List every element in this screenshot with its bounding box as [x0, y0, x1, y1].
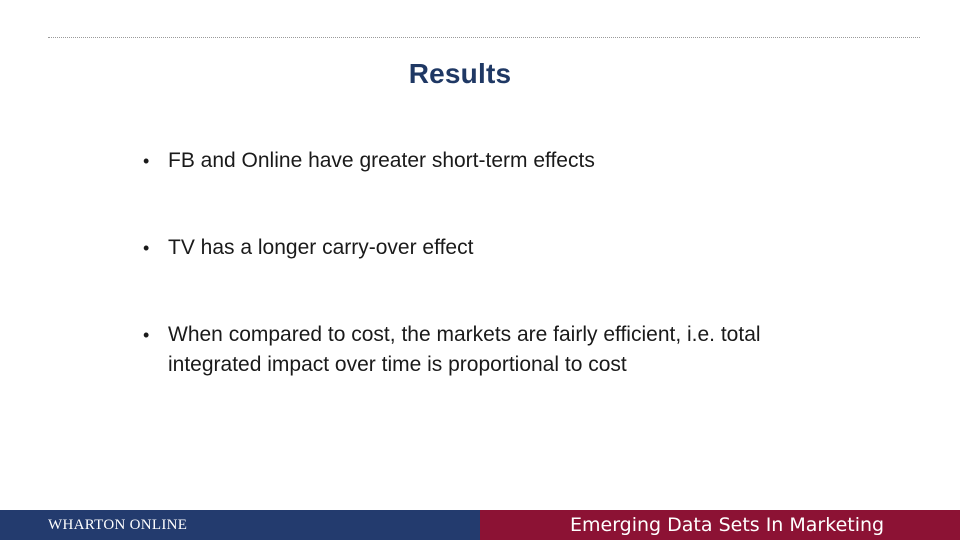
bullet-text: When compared to cost, the markets are f… [168, 323, 761, 376]
bullet-item: • FB and Online have greater short-term … [140, 146, 840, 176]
bullet-item: • TV has a longer carry-over effect [140, 233, 840, 263]
brand-label: WHARTON ONLINE [48, 516, 188, 533]
slide-title: Results [408, 58, 512, 89]
footer-course-band: Emerging Data Sets In Marketing [480, 510, 960, 540]
footer-bar: WHARTON ONLINE Emerging Data Sets In Mar… [0, 510, 960, 540]
footer-brand-band: WHARTON ONLINE [0, 510, 480, 540]
bullet-marker: • [143, 238, 150, 258]
bullet-text: FB and Online have greater short-term ef… [168, 149, 595, 172]
bullet-item: • When compared to cost, the markets are… [140, 320, 840, 380]
bullet-marker: • [143, 151, 150, 171]
bullet-text: TV has a longer carry-over effect [168, 236, 474, 259]
course-title: Emerging Data Sets In Marketing [570, 514, 885, 536]
bullet-marker: • [143, 325, 150, 345]
header-divider [48, 37, 920, 38]
bullet-list: • FB and Online have greater short-term … [140, 146, 840, 380]
